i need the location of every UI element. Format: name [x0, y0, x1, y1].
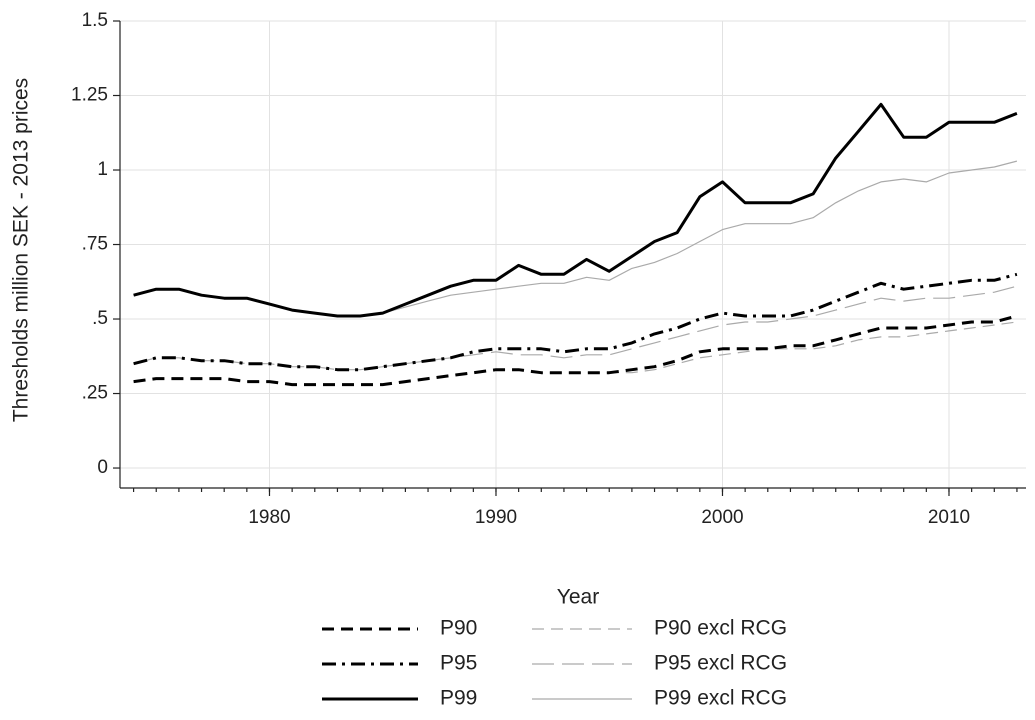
legend-label: P99 excl RCG	[654, 687, 787, 710]
y-tick-label: 1.5	[82, 10, 108, 31]
x-tick-label: 2000	[701, 507, 743, 528]
series-line	[133, 285, 1018, 371]
series-line	[133, 102, 1018, 318]
x-axis-title: Year	[557, 586, 599, 609]
y-tick-label: .5	[92, 308, 108, 329]
x-tick-label: 1980	[248, 507, 290, 528]
series-line	[133, 272, 1018, 372]
x-tick-label: 1990	[475, 507, 517, 528]
series-line	[133, 321, 1017, 386]
legend-label: P95	[440, 652, 477, 675]
y-tick-label: 0	[97, 457, 108, 478]
legend-label: P90	[440, 617, 477, 640]
y-tick-label: .25	[82, 383, 108, 404]
legend-label: P95 excl RCG	[654, 652, 787, 675]
y-tick-label: 1.25	[71, 85, 108, 106]
series-line	[133, 314, 1018, 387]
legend-label: P90 excl RCG	[654, 617, 787, 640]
legend-label: P99	[440, 687, 477, 710]
x-tick-label: 2010	[928, 507, 970, 528]
y-tick-label: 1	[97, 159, 108, 180]
series-line	[133, 160, 1018, 317]
y-axis-title: Thresholds million SEK - 2013 prices	[10, 78, 33, 422]
y-tick-label: .75	[82, 234, 108, 255]
